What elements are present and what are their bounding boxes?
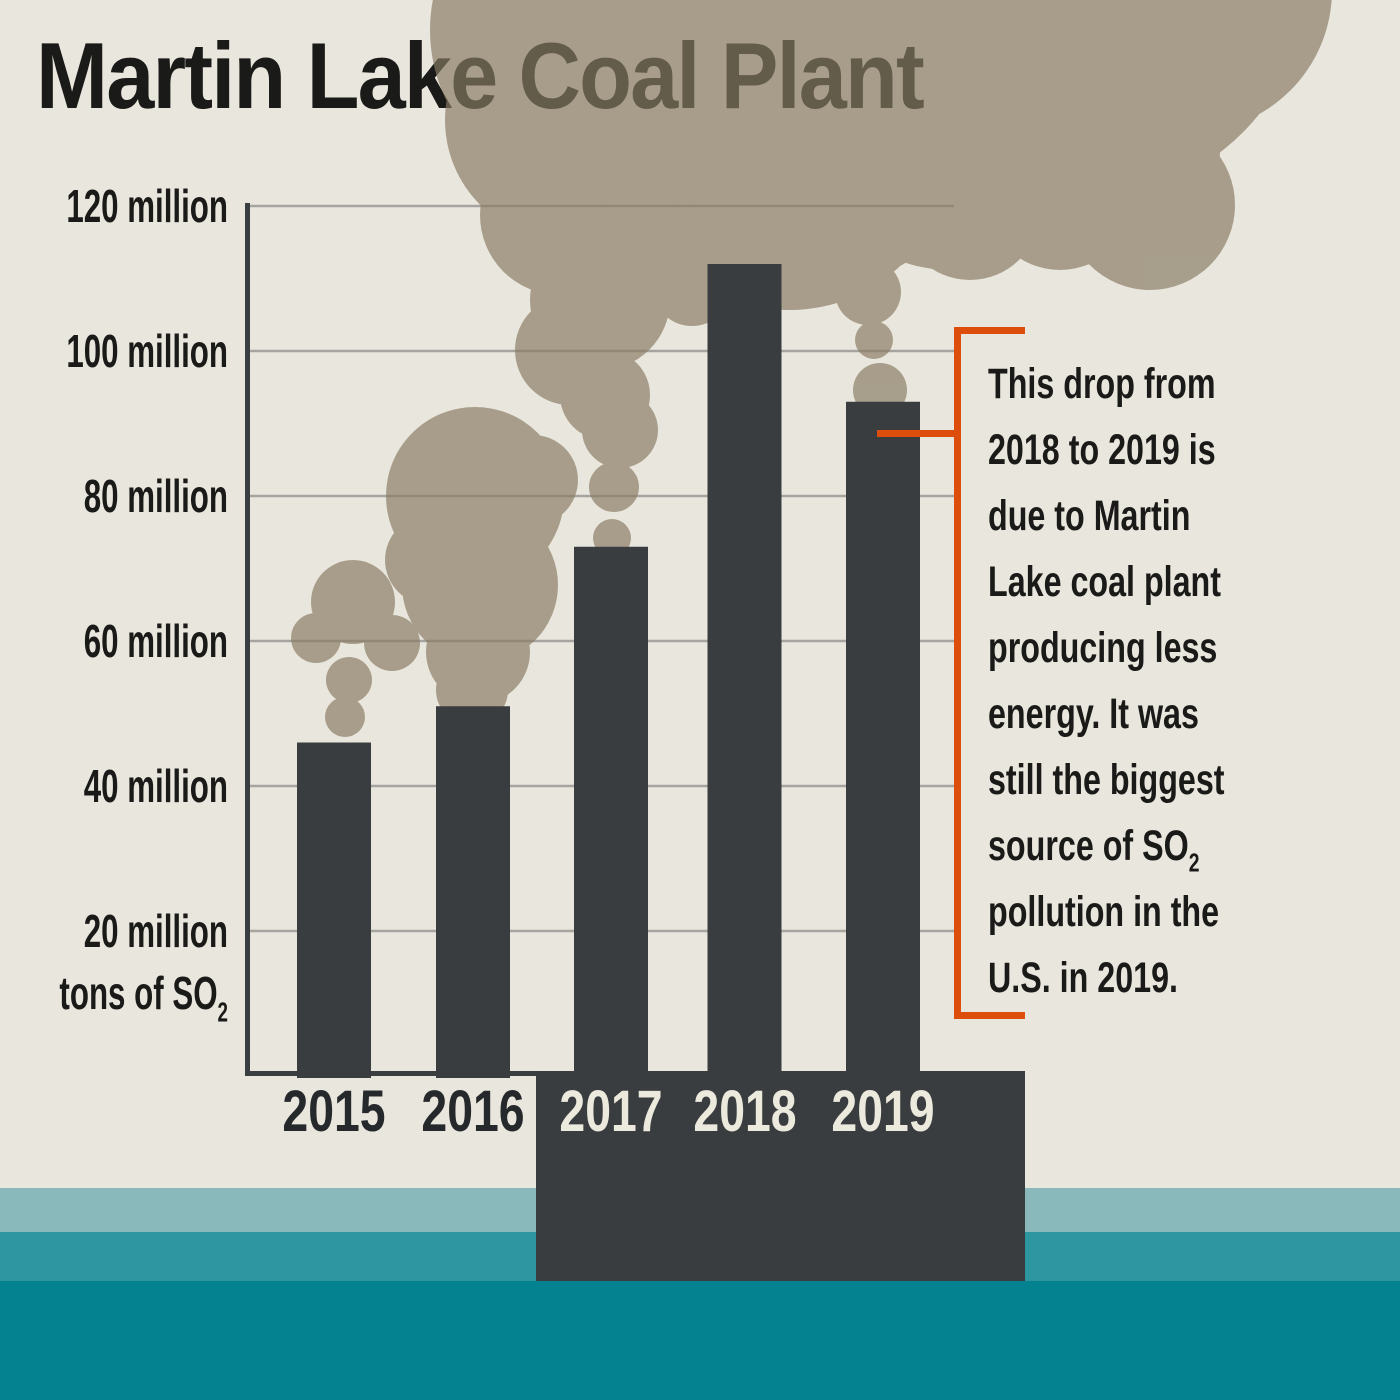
plant-building xyxy=(536,1071,1025,1281)
smoke-puff xyxy=(729,223,783,277)
smoke-puff xyxy=(385,515,475,605)
smoke-puff xyxy=(589,462,639,512)
bar-2019 xyxy=(846,401,920,1078)
smoke-puff xyxy=(488,435,578,525)
smoke-puff xyxy=(291,613,341,663)
smoke-puff xyxy=(364,615,420,671)
bar-2017 xyxy=(574,546,648,1078)
water-band-dark xyxy=(0,1281,1400,1400)
bar-2015 xyxy=(297,742,371,1078)
smoke-puff xyxy=(803,128,911,236)
smoke-puff xyxy=(326,657,372,703)
smoke-clouds xyxy=(291,0,1332,737)
bar-2016 xyxy=(436,706,510,1078)
bar-series xyxy=(297,264,920,1078)
smoke-puff xyxy=(325,697,365,737)
smoke-puff xyxy=(1030,55,1220,245)
smoke-puff xyxy=(582,392,658,468)
bar-2018 xyxy=(707,264,782,1078)
bracket-outline xyxy=(954,327,1025,1019)
smoke-puff xyxy=(855,321,893,359)
callout-bracket xyxy=(877,327,1025,1019)
